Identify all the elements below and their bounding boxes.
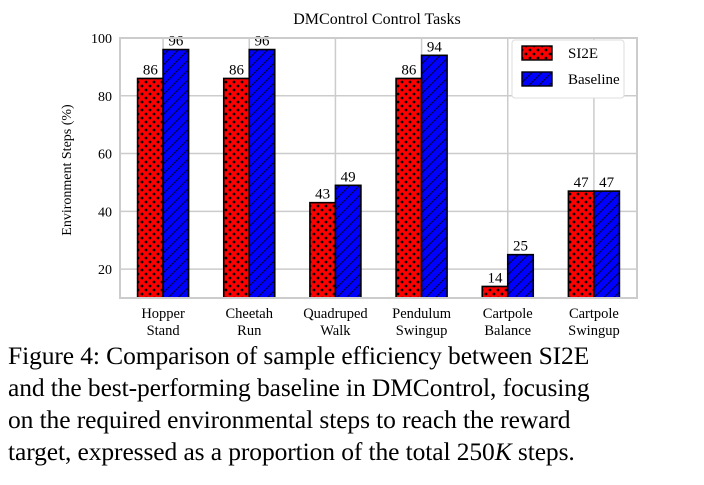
x-tick-label: Cheetah [225, 306, 273, 322]
bar-value-label: 47 [574, 175, 590, 191]
bar-value-label: 86 [401, 62, 417, 78]
bar [420, 54, 448, 299]
legend-swatch [521, 45, 553, 61]
bar [248, 48, 276, 299]
x-tick-label: Swingup [396, 323, 448, 339]
caption-text: target, expressed as a proportion of the… [8, 437, 457, 466]
chart-title: DMControl Control Tasks [293, 11, 460, 28]
caption-line-last: target, expressed as a proportion of the… [8, 436, 698, 468]
caption-line: Figure 4: Comparison of sample efficienc… [8, 341, 590, 370]
legend-swatch [521, 71, 553, 87]
x-tick-label: Stand [147, 323, 181, 339]
caption-unit: K [494, 437, 512, 466]
bar [395, 77, 423, 299]
bar-value-label: 94 [427, 39, 443, 55]
bar-value-label: 96 [255, 34, 271, 50]
x-tick-label: Cartpole [483, 306, 533, 322]
legend: SI2E Baseline [511, 39, 625, 99]
bar [136, 77, 164, 299]
bar-value-label: 25 [513, 239, 528, 255]
bar [567, 190, 595, 299]
caption-line: and the best-performing baseline in DMCo… [8, 373, 590, 402]
x-tick-label: Quadruped [303, 306, 368, 322]
bar-value-label: 43 [315, 187, 330, 203]
bar [481, 285, 509, 299]
x-tick-label: Balance [484, 323, 531, 339]
bar-value-label: 86 [143, 62, 159, 78]
x-tick-label: Swingup [568, 323, 620, 339]
x-tick-label: Hopper [141, 306, 185, 322]
legend-label: SI2E [568, 46, 598, 62]
bar-value-label: 96 [168, 34, 184, 50]
bar [309, 201, 337, 299]
figure-caption: Figure 4: Comparison of sample efficienc… [8, 340, 698, 468]
y-tick-label: 60 [98, 148, 112, 163]
x-tick-label: Run [237, 323, 262, 339]
y-tick-label: 40 [98, 205, 112, 220]
x-tick-label: Walk [320, 323, 351, 339]
caption-line: on the required environmental steps to r… [8, 405, 571, 434]
bar-chart: DMControl Control Tasks Environment Step… [60, 11, 638, 339]
legend-label: Baseline [568, 72, 620, 88]
bar [162, 48, 190, 299]
plot-frame [119, 37, 638, 299]
y-tick-label: 100 [91, 32, 112, 47]
caption-text: steps. [511, 437, 575, 466]
bar-value-label: 47 [599, 175, 615, 191]
y-axis-label: Environment Steps (%) [60, 104, 75, 236]
bar-value-label: 49 [341, 169, 356, 185]
bar [506, 253, 535, 299]
bar-value-label: 14 [488, 270, 504, 286]
x-tick-label: Pendulum [392, 306, 452, 322]
y-tick-label: 20 [98, 263, 112, 278]
caption-number: 250 [456, 437, 495, 466]
y-tick-label: 80 [98, 90, 112, 105]
bar [593, 190, 621, 299]
bar [334, 184, 362, 299]
x-tick-label: Cartpole [569, 306, 619, 322]
bar [222, 77, 251, 299]
bar-value-label: 86 [229, 62, 245, 78]
